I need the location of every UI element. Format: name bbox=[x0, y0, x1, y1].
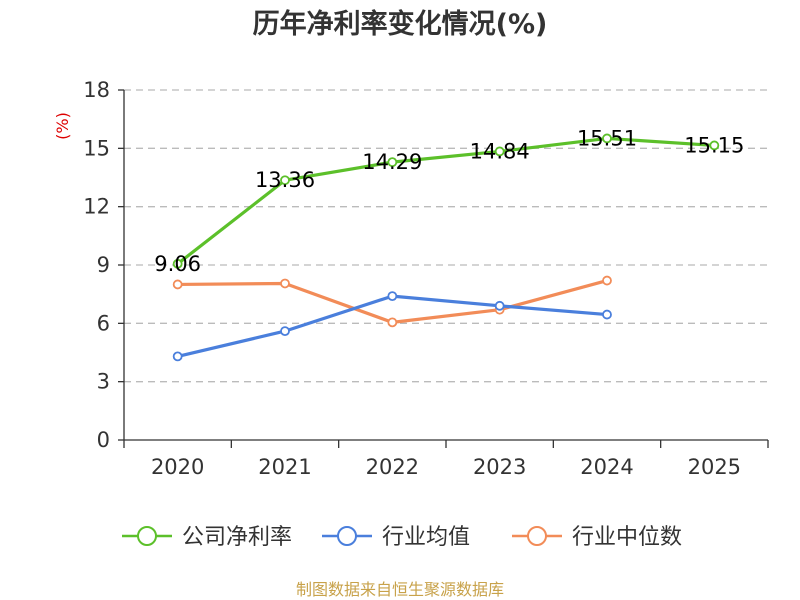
data-point bbox=[172, 279, 183, 290]
y-tick-label: 0 bbox=[97, 428, 110, 452]
axes: 0 3 6 9 12 15 18 2020 2021 2022 2023 2024 2025 bbox=[83, 78, 769, 479]
x-tick-label: 2025 bbox=[688, 455, 741, 479]
y-tick-label: 3 bbox=[97, 370, 110, 394]
data-point bbox=[280, 278, 290, 289]
data-point bbox=[280, 175, 290, 186]
series-group bbox=[172, 133, 720, 362]
data-point bbox=[172, 258, 183, 269]
legend-item[interactable]: 公司净利率 bbox=[122, 525, 292, 550]
legend-label: 行业中位数 bbox=[572, 525, 682, 550]
data-point bbox=[602, 275, 612, 286]
data-point bbox=[494, 146, 505, 157]
data-label: 15.51 bbox=[577, 126, 637, 150]
data-point bbox=[387, 157, 398, 168]
legend-label: 公司净利率 bbox=[182, 525, 292, 550]
series-line bbox=[176, 136, 715, 266]
series-line bbox=[177, 279, 608, 324]
y-axis-unit-label: (%) bbox=[53, 112, 72, 140]
legend-marker bbox=[337, 526, 357, 546]
data-point bbox=[494, 300, 505, 311]
legend-item[interactable]: 行业均值 bbox=[322, 525, 470, 550]
x-tick-label: 2020 bbox=[151, 455, 204, 479]
data-labels: 9.06 13.36 14.29 14.84 15.51 15.15 bbox=[154, 126, 744, 275]
data-label: 9.06 bbox=[154, 252, 201, 276]
data-point bbox=[172, 351, 183, 362]
data-point bbox=[387, 317, 398, 328]
x-tick-label: 2021 bbox=[258, 455, 311, 479]
y-tick-label: 12 bbox=[83, 195, 110, 219]
data-point bbox=[709, 140, 720, 151]
y-tick-label: 18 bbox=[83, 78, 110, 102]
grid bbox=[124, 89, 768, 383]
x-tick-label: 2023 bbox=[473, 455, 526, 479]
legend[interactable]: 公司净利率 行业均值 行业中位数 bbox=[122, 525, 682, 550]
source-note: 制图数据来自恒生聚源数据库 bbox=[296, 580, 504, 599]
data-label: 15.15 bbox=[684, 133, 744, 157]
y-tick-label: 6 bbox=[97, 311, 110, 335]
data-label: 14.84 bbox=[470, 139, 530, 163]
data-point bbox=[387, 291, 398, 302]
legend-marker bbox=[527, 526, 547, 546]
legend-label: 行业均值 bbox=[382, 525, 470, 550]
y-tick-label: 9 bbox=[97, 253, 110, 277]
y-tick-label: 15 bbox=[83, 136, 110, 160]
x-tick-label: 2022 bbox=[366, 455, 419, 479]
legend-marker bbox=[137, 526, 157, 546]
chart-title: 历年净利率变化情况(%) bbox=[253, 8, 548, 40]
legend-item[interactable]: 行业中位数 bbox=[512, 525, 682, 550]
data-label: 14.29 bbox=[362, 150, 422, 174]
data-label: 13.36 bbox=[255, 168, 315, 192]
data-point bbox=[602, 309, 612, 320]
data-point bbox=[602, 133, 612, 144]
data-point bbox=[280, 326, 290, 337]
x-tick-label: 2024 bbox=[580, 455, 633, 479]
